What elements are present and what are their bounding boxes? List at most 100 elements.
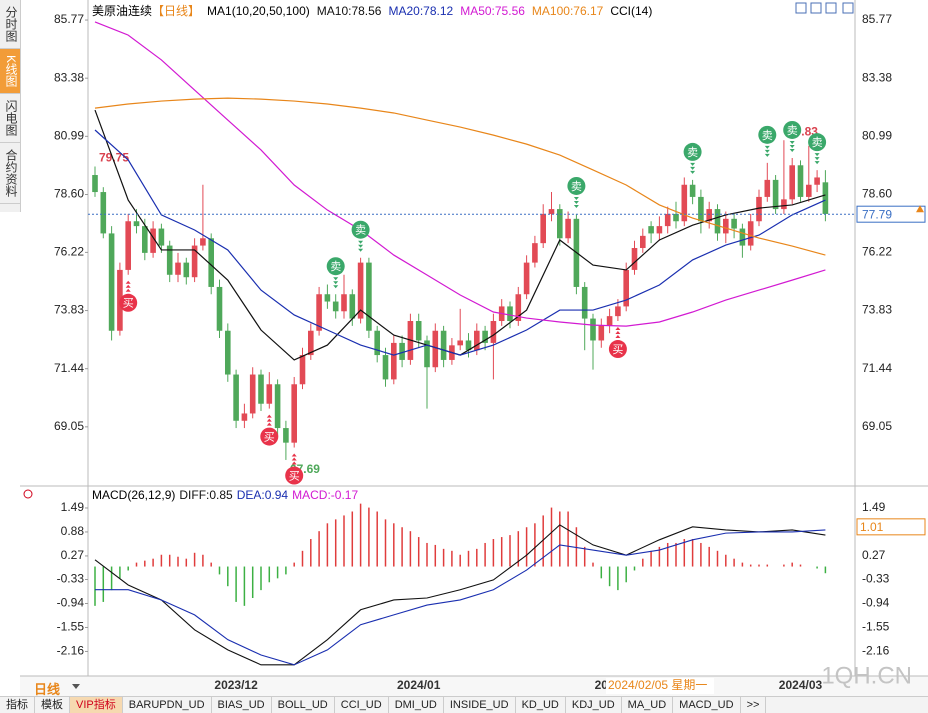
tab[interactable]: BIAS_UD <box>212 697 272 713</box>
candle-body <box>623 269 629 307</box>
candle-body <box>490 321 497 343</box>
candle-body <box>781 199 787 210</box>
tab[interactable]: CCI_UD <box>335 697 389 713</box>
tabs: 指标 模板 VIP指标 BARUPDN_UD BIAS_UD BOLL_UD CCI_UD D… <box>0 696 928 713</box>
y-tick-label: 69.05 <box>54 419 84 433</box>
tab[interactable]: INSIDE_UD <box>444 697 516 713</box>
tab[interactable]: 模板 <box>35 697 70 713</box>
y-tick-label: 83.38 <box>862 70 892 84</box>
y-tick-label: -0.94 <box>57 596 85 610</box>
macd-line <box>95 529 826 666</box>
tab-flash[interactable]: 闪电图 <box>0 94 20 144</box>
tab[interactable]: BARUPDN_UD <box>123 697 212 713</box>
candle-body <box>806 184 812 197</box>
candle-body <box>523 262 530 295</box>
candle-body <box>92 175 98 193</box>
y-tick-label: 85.77 <box>54 12 84 26</box>
signal-arrow <box>789 140 795 144</box>
sell-signal <box>783 120 802 139</box>
signal-arrow <box>764 145 770 149</box>
cci: CCI(14) <box>610 4 653 18</box>
tab[interactable]: MA_UD <box>622 697 674 713</box>
tab[interactable]: VIP指标 <box>70 697 123 713</box>
candle-body <box>258 374 264 404</box>
signal-arrow <box>764 153 770 157</box>
candle-body <box>581 286 588 319</box>
tab[interactable]: KD_UD <box>516 697 566 713</box>
signal-arrow <box>615 331 621 335</box>
candle-body <box>814 177 820 185</box>
candle-body <box>590 318 596 341</box>
sell-signal-label: 卖 <box>355 224 366 237</box>
tab[interactable]: >> <box>741 697 767 713</box>
candle-body <box>631 248 638 270</box>
sell-signal <box>758 125 777 144</box>
x-tick-label: 2024/03 <box>779 678 823 692</box>
y-tick-label: 0.27 <box>61 548 85 562</box>
signal-arrow <box>814 161 820 165</box>
signal-arrow <box>358 244 364 248</box>
tab[interactable]: 指标 <box>0 697 35 713</box>
sell-signal <box>567 176 586 195</box>
period-selector[interactable]: 日线 <box>34 682 61 697</box>
signal-arrow <box>333 277 339 281</box>
sidebar: 分时图 K线图 闪电图 合约资料 <box>0 0 21 212</box>
tab-timeshare[interactable]: 分时图 <box>0 0 20 49</box>
legend-item: DEA:0.94 <box>236 488 289 502</box>
y-tick-label: 78.60 <box>862 187 892 201</box>
macd-settings-icon[interactable] <box>23 489 33 499</box>
candle-body <box>324 294 331 302</box>
cursor-date: 2024/02/05 星期一 <box>608 678 707 692</box>
candle-body <box>598 325 605 341</box>
tab[interactable]: MACD_UD <box>673 697 741 713</box>
x-tick-label: 2023/12 <box>214 678 258 692</box>
tab[interactable]: BOLL_UD <box>272 697 335 713</box>
candle-body <box>366 262 372 331</box>
candle-body <box>465 340 472 351</box>
y-tick-label: 76.22 <box>862 245 892 259</box>
tool-icon[interactable] <box>795 2 807 14</box>
tab[interactable]: DMI_UD <box>389 697 444 713</box>
candle-body <box>482 330 488 343</box>
candle-body <box>457 340 463 346</box>
candle-body <box>225 330 231 375</box>
candle-body <box>515 294 522 322</box>
candles <box>92 140 829 460</box>
signal-arrow <box>690 166 696 170</box>
candle-body <box>532 243 538 263</box>
signal-arrow <box>789 148 795 152</box>
tab[interactable]: KDJ_UD <box>566 697 622 713</box>
tab-kline[interactable]: K线图 <box>0 49 20 95</box>
tool-icon[interactable] <box>810 2 822 14</box>
candle-body <box>548 209 555 214</box>
candle-body <box>698 196 704 222</box>
y-tick-label: -2.16 <box>57 644 85 658</box>
y-tick-label: 71.44 <box>862 361 892 375</box>
legend: 美原油连续【日线】 MA1(10,20,50,100) MA10:78.56 MA20… <box>92 2 659 19</box>
tab-contract[interactable]: 合约资料 <box>0 143 20 205</box>
y-tick-label: 0.27 <box>862 548 886 562</box>
tool-icon[interactable] <box>825 2 837 14</box>
cursor-date-bg <box>606 678 714 694</box>
candle-body <box>175 262 181 275</box>
signal-arrow <box>573 196 579 200</box>
candle-body <box>507 306 513 322</box>
y-tick-label: 80.99 <box>54 129 84 143</box>
sell-signal-label: 卖 <box>687 146 698 159</box>
cursor-value-label: 1.01 <box>860 520 884 534</box>
period-dropdown[interactable] <box>72 684 80 689</box>
sell-signal-label: 卖 <box>812 136 823 149</box>
tool-icon[interactable] <box>842 2 854 14</box>
y-tick-label: 1.49 <box>61 500 85 514</box>
candle-body <box>673 213 679 222</box>
signal-arrow <box>125 280 131 284</box>
candle-body <box>731 218 737 229</box>
candle-body <box>789 165 795 200</box>
candle-body <box>656 226 663 234</box>
candle-body <box>723 218 729 234</box>
signal-arrow <box>814 153 820 157</box>
last-price-box <box>856 205 926 223</box>
candle-body <box>332 301 339 312</box>
